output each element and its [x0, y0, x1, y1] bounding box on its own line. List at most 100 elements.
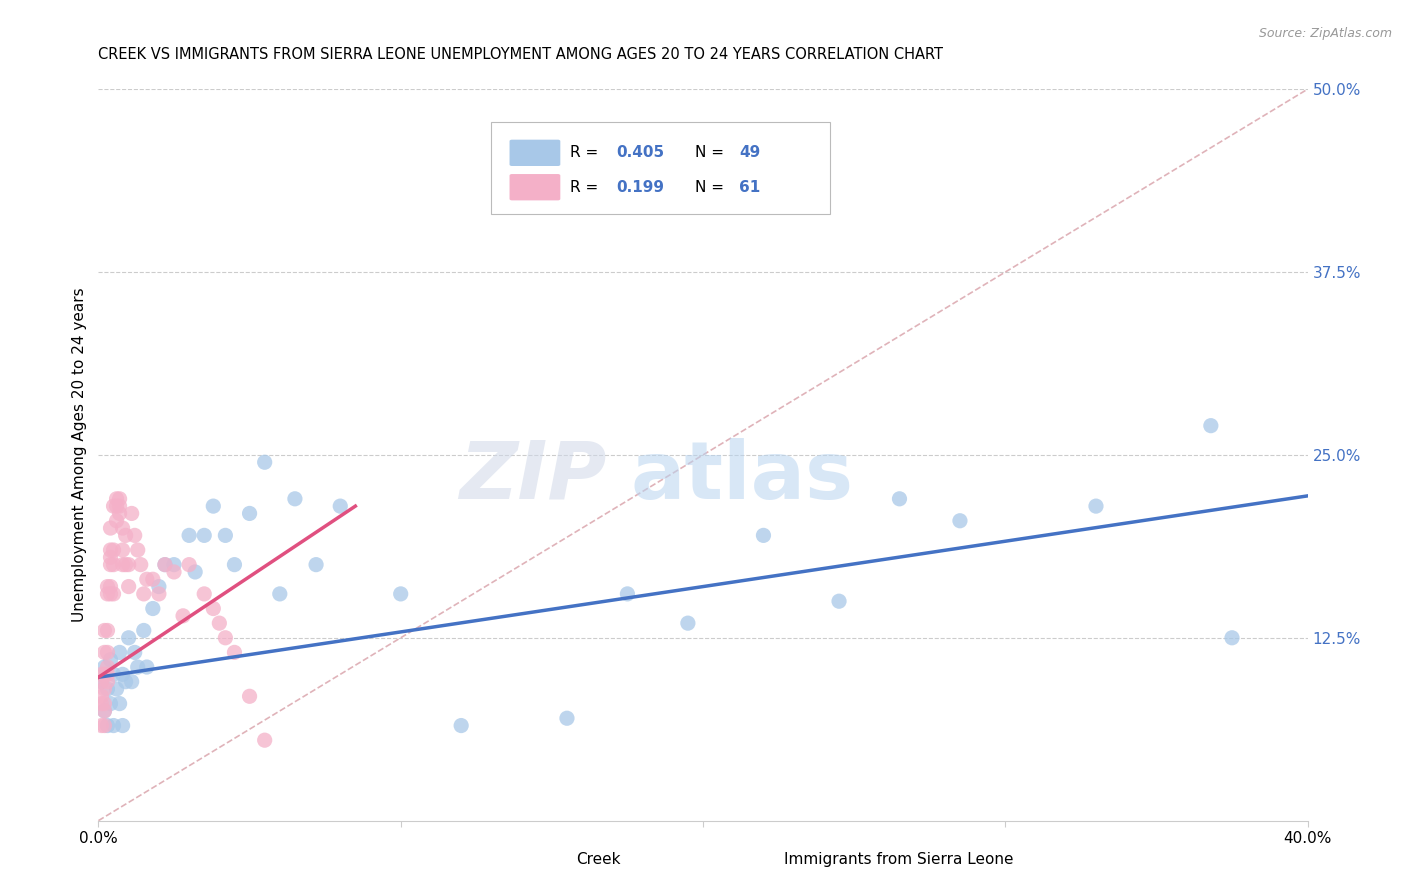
Y-axis label: Unemployment Among Ages 20 to 24 years: Unemployment Among Ages 20 to 24 years — [72, 287, 87, 623]
Point — [108, 507, 131, 521]
Point — [172, 608, 194, 623]
Point — [142, 572, 165, 586]
Point — [103, 558, 125, 572]
Point — [93, 704, 115, 718]
Point — [100, 580, 122, 594]
Point — [135, 572, 157, 586]
Point — [96, 674, 118, 689]
Point — [103, 587, 125, 601]
Point — [676, 616, 699, 631]
Point — [179, 528, 201, 542]
Point — [90, 697, 112, 711]
Point — [103, 543, 125, 558]
Point — [111, 558, 134, 572]
Point — [193, 587, 215, 601]
Point — [114, 674, 136, 689]
FancyBboxPatch shape — [734, 847, 776, 871]
Point — [108, 491, 131, 506]
Point — [148, 580, 170, 594]
Point — [103, 499, 125, 513]
Text: N =: N = — [695, 145, 728, 161]
Point — [828, 594, 851, 608]
Point — [114, 558, 136, 572]
Point — [103, 667, 125, 681]
Point — [118, 631, 141, 645]
Point — [93, 718, 115, 732]
Point — [105, 681, 128, 696]
Point — [105, 514, 128, 528]
Point — [108, 697, 131, 711]
Point — [163, 565, 186, 579]
Point — [93, 704, 115, 718]
Point — [100, 697, 122, 711]
Text: Creek: Creek — [576, 852, 620, 867]
Text: 61: 61 — [740, 179, 761, 194]
Point — [193, 528, 215, 542]
Point — [100, 653, 122, 667]
Point — [239, 507, 262, 521]
Point — [1199, 418, 1222, 433]
Point — [202, 601, 225, 615]
Point — [127, 543, 149, 558]
Text: N =: N = — [695, 179, 728, 194]
Point — [96, 667, 118, 681]
Point — [121, 507, 143, 521]
Point — [616, 587, 638, 601]
Point — [103, 718, 125, 732]
Point — [253, 733, 276, 747]
Point — [148, 587, 170, 601]
FancyBboxPatch shape — [509, 174, 561, 201]
Point — [389, 587, 412, 601]
Point — [108, 645, 131, 659]
Point — [121, 674, 143, 689]
Text: 49: 49 — [740, 145, 761, 161]
Point — [752, 528, 775, 542]
Point — [284, 491, 307, 506]
Point — [93, 697, 115, 711]
Point — [100, 558, 122, 572]
Point — [124, 645, 146, 659]
Point — [96, 624, 118, 638]
Point — [90, 674, 112, 689]
Point — [305, 558, 328, 572]
Point — [90, 667, 112, 681]
Text: Source: ZipAtlas.com: Source: ZipAtlas.com — [1258, 27, 1392, 40]
Point — [118, 580, 141, 594]
Point — [105, 491, 128, 506]
Point — [153, 558, 176, 572]
Point — [93, 667, 115, 681]
Point — [90, 674, 112, 689]
Text: R =: R = — [569, 145, 603, 161]
Point — [111, 543, 134, 558]
Text: R =: R = — [569, 179, 603, 194]
Point — [96, 681, 118, 696]
Point — [118, 558, 141, 572]
Point — [100, 521, 122, 535]
Point — [253, 455, 276, 469]
Text: CREEK VS IMMIGRANTS FROM SIERRA LEONE UNEMPLOYMENT AMONG AGES 20 TO 24 YEARS COR: CREEK VS IMMIGRANTS FROM SIERRA LEONE UN… — [98, 47, 943, 62]
Point — [269, 587, 291, 601]
Point — [1220, 631, 1243, 645]
Point — [114, 528, 136, 542]
Point — [100, 543, 122, 558]
Point — [949, 514, 972, 528]
Point — [179, 558, 201, 572]
Point — [224, 558, 246, 572]
Point — [90, 718, 112, 732]
Point — [96, 718, 118, 732]
Point — [214, 631, 236, 645]
Point — [100, 587, 122, 601]
Point — [105, 499, 128, 513]
Point — [93, 645, 115, 659]
Point — [111, 718, 134, 732]
Point — [208, 616, 231, 631]
Text: 0.405: 0.405 — [616, 145, 664, 161]
Point — [153, 558, 176, 572]
Text: atlas: atlas — [630, 438, 853, 516]
Point — [93, 660, 115, 674]
Point — [132, 624, 155, 638]
Point — [202, 499, 225, 513]
Point — [96, 660, 118, 674]
Point — [132, 587, 155, 601]
Text: 0.199: 0.199 — [616, 179, 664, 194]
